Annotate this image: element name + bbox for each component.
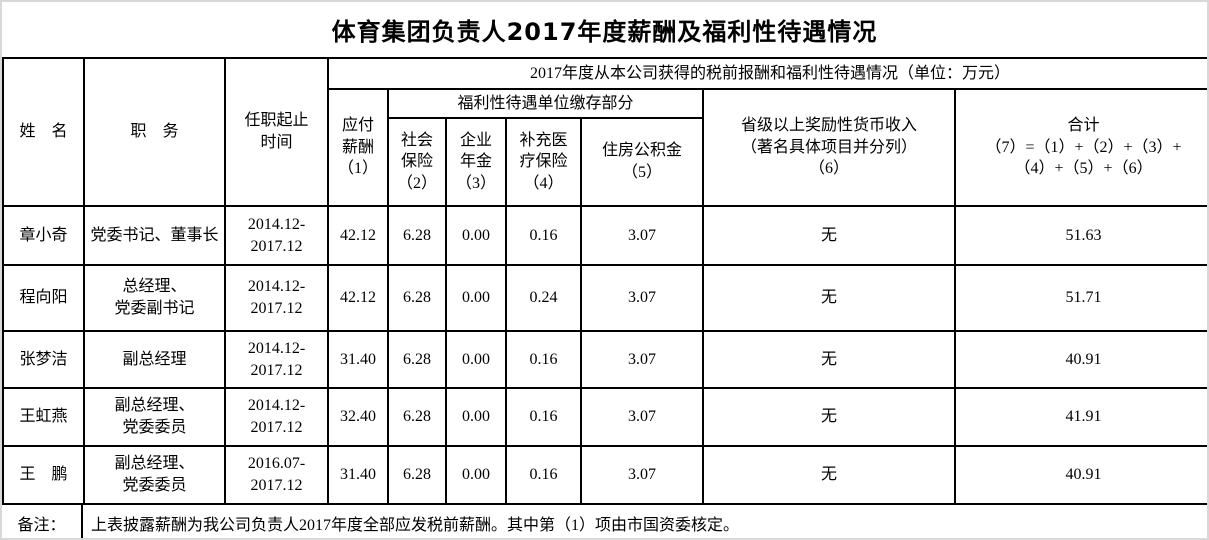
cell-housing: 3.07: [580, 205, 704, 266]
cell-payable: 32.40: [327, 387, 389, 447]
cell-social: 6.28: [387, 387, 447, 447]
page-title: 体育集团负责人2017年度薪酬及福利性待遇情况: [331, 18, 878, 46]
cell-award: 无: [702, 330, 956, 389]
header-cell-medical: 补充医 疗保险 （4）: [505, 117, 582, 207]
cell-medical: 0.24: [505, 264, 582, 332]
header-cell-total: 合计 （7）=（1）+（2）+（3）+ （4）+（5）+（6）: [953, 88, 1207, 207]
header-row-top: 姓 名 职 务 任职起止 时间 2017年度从本公司获得的税前报酬和福利性待遇情…: [2, 57, 1207, 207]
cell-payable: 31.40: [327, 445, 389, 505]
note-text: 上表披露薪酬为我公司负责人2017年度全部应发税前薪酬。其中第（1）项由市国资委…: [91, 516, 740, 534]
cell-award: 无: [702, 387, 956, 447]
cell-term: 2014.12- 2017.12: [224, 330, 329, 389]
note-label: 备注：: [2, 505, 83, 538]
header-cell-housing: 住房公积金 （5）: [580, 117, 704, 207]
header-cell-social: 社会 保险 （2）: [387, 117, 447, 207]
cell-social: 6.28: [387, 205, 447, 266]
cell-medical: 0.16: [505, 205, 582, 266]
cell-social: 6.28: [387, 264, 447, 332]
cell-total: 51.71: [953, 264, 1207, 332]
cell-name: 王虹燕: [2, 387, 85, 447]
cell-social: 6.28: [387, 330, 447, 389]
cell-housing: 3.07: [580, 330, 704, 389]
cell-total: 41.91: [953, 387, 1207, 447]
cell-annuity: 0.00: [445, 205, 507, 266]
cell-medical: 0.16: [505, 445, 582, 505]
cell-payable: 42.12: [327, 264, 389, 332]
cell-position: 总经理、 党委副书记: [83, 264, 226, 332]
cell-housing: 3.07: [580, 445, 704, 505]
salary-table: 姓 名 职 务 任职起止 时间 2017年度从本公司获得的税前报酬和福利性待遇情…: [2, 57, 1207, 505]
header-cell-term: 任职起止 时间: [224, 57, 329, 207]
header-row-bottom: 社会 保险 （2） 企业 年金 （3） 补充医 疗保险 （4） 住房公积金 （5…: [3, 117, 1207, 207]
cell-housing: 3.07: [580, 387, 704, 447]
cell-name: 程向阳: [2, 264, 85, 332]
cell-payable: 42.12: [327, 205, 389, 266]
cell-total: 40.91: [953, 445, 1207, 505]
header-cell-welfare-span: 福利性待遇单位缴存部分: [387, 88, 704, 119]
cell-term: 2014.12- 2017.12: [224, 264, 329, 332]
header-cell-top-span: 2017年度从本公司获得的税前报酬和福利性待遇情况（单位：万元）: [326, 57, 1207, 90]
cell-total: 51.63: [953, 205, 1207, 266]
cell-annuity: 0.00: [445, 445, 507, 505]
table-row: 章小奇 党委书记、董事长 2014.12- 2017.12 42.12 6.28…: [2, 205, 1207, 266]
cell-medical: 0.16: [505, 330, 582, 389]
cell-position: 党委书记、董事长: [83, 205, 226, 266]
cell-position: 副总经理、 党委委员: [83, 387, 226, 447]
cell-term: 2016.07- 2017.12: [224, 445, 329, 505]
header-cell-name: 姓 名: [2, 57, 85, 207]
cell-housing: 3.07: [580, 264, 704, 332]
cell-award: 无: [702, 264, 956, 332]
header-cell-award: 省级以上奖励性货币收入 （著名具体项目并分列） （6）: [702, 88, 956, 207]
header-cell-payable: 应付 薪酬 （1）: [327, 88, 389, 207]
header-row-middle: 应付 薪酬 （1） 福利性待遇单位缴存部分 省级以上奖励性货币收入 （著名具体项…: [3, 88, 1207, 207]
cell-annuity: 0.00: [445, 264, 507, 332]
header-cell-position: 职 务: [83, 57, 226, 207]
table-row: 张梦洁 副总经理 2014.12- 2017.12 31.40 6.28 0.0…: [2, 330, 1207, 389]
cell-annuity: 0.00: [445, 330, 507, 389]
cell-position: 副总经理: [83, 330, 226, 389]
cell-position: 副总经理、 党委委员: [83, 445, 226, 505]
cell-term: 2014.12- 2017.12: [224, 387, 329, 447]
cell-name: 王 鹏: [2, 445, 85, 505]
table-row: 王虹燕 副总经理、 党委委员 2014.12- 2017.12 32.40 6.…: [2, 387, 1207, 447]
cell-award: 无: [702, 445, 956, 505]
cell-term: 2014.12- 2017.12: [224, 205, 329, 266]
cell-total: 40.91: [953, 330, 1207, 389]
cell-payable: 31.40: [327, 330, 389, 389]
header-cell-annuity: 企业 年金 （3）: [445, 117, 507, 207]
cell-award: 无: [702, 205, 956, 266]
cell-social: 6.28: [387, 445, 447, 505]
table-row: 程向阳 总经理、 党委副书记 2014.12- 2017.12 42.12 6.…: [2, 264, 1207, 332]
table-row: 王 鹏 副总经理、 党委委员 2016.07- 2017.12 31.40 6.…: [2, 445, 1207, 505]
cell-medical: 0.16: [505, 387, 582, 447]
cell-name: 张梦洁: [2, 330, 85, 389]
cell-name: 章小奇: [2, 205, 85, 266]
note-row: 备注： 上表披露薪酬为我公司负责人2017年度全部应发税前薪酬。其中第（1）项由…: [2, 505, 1207, 538]
cell-annuity: 0.00: [445, 387, 507, 447]
